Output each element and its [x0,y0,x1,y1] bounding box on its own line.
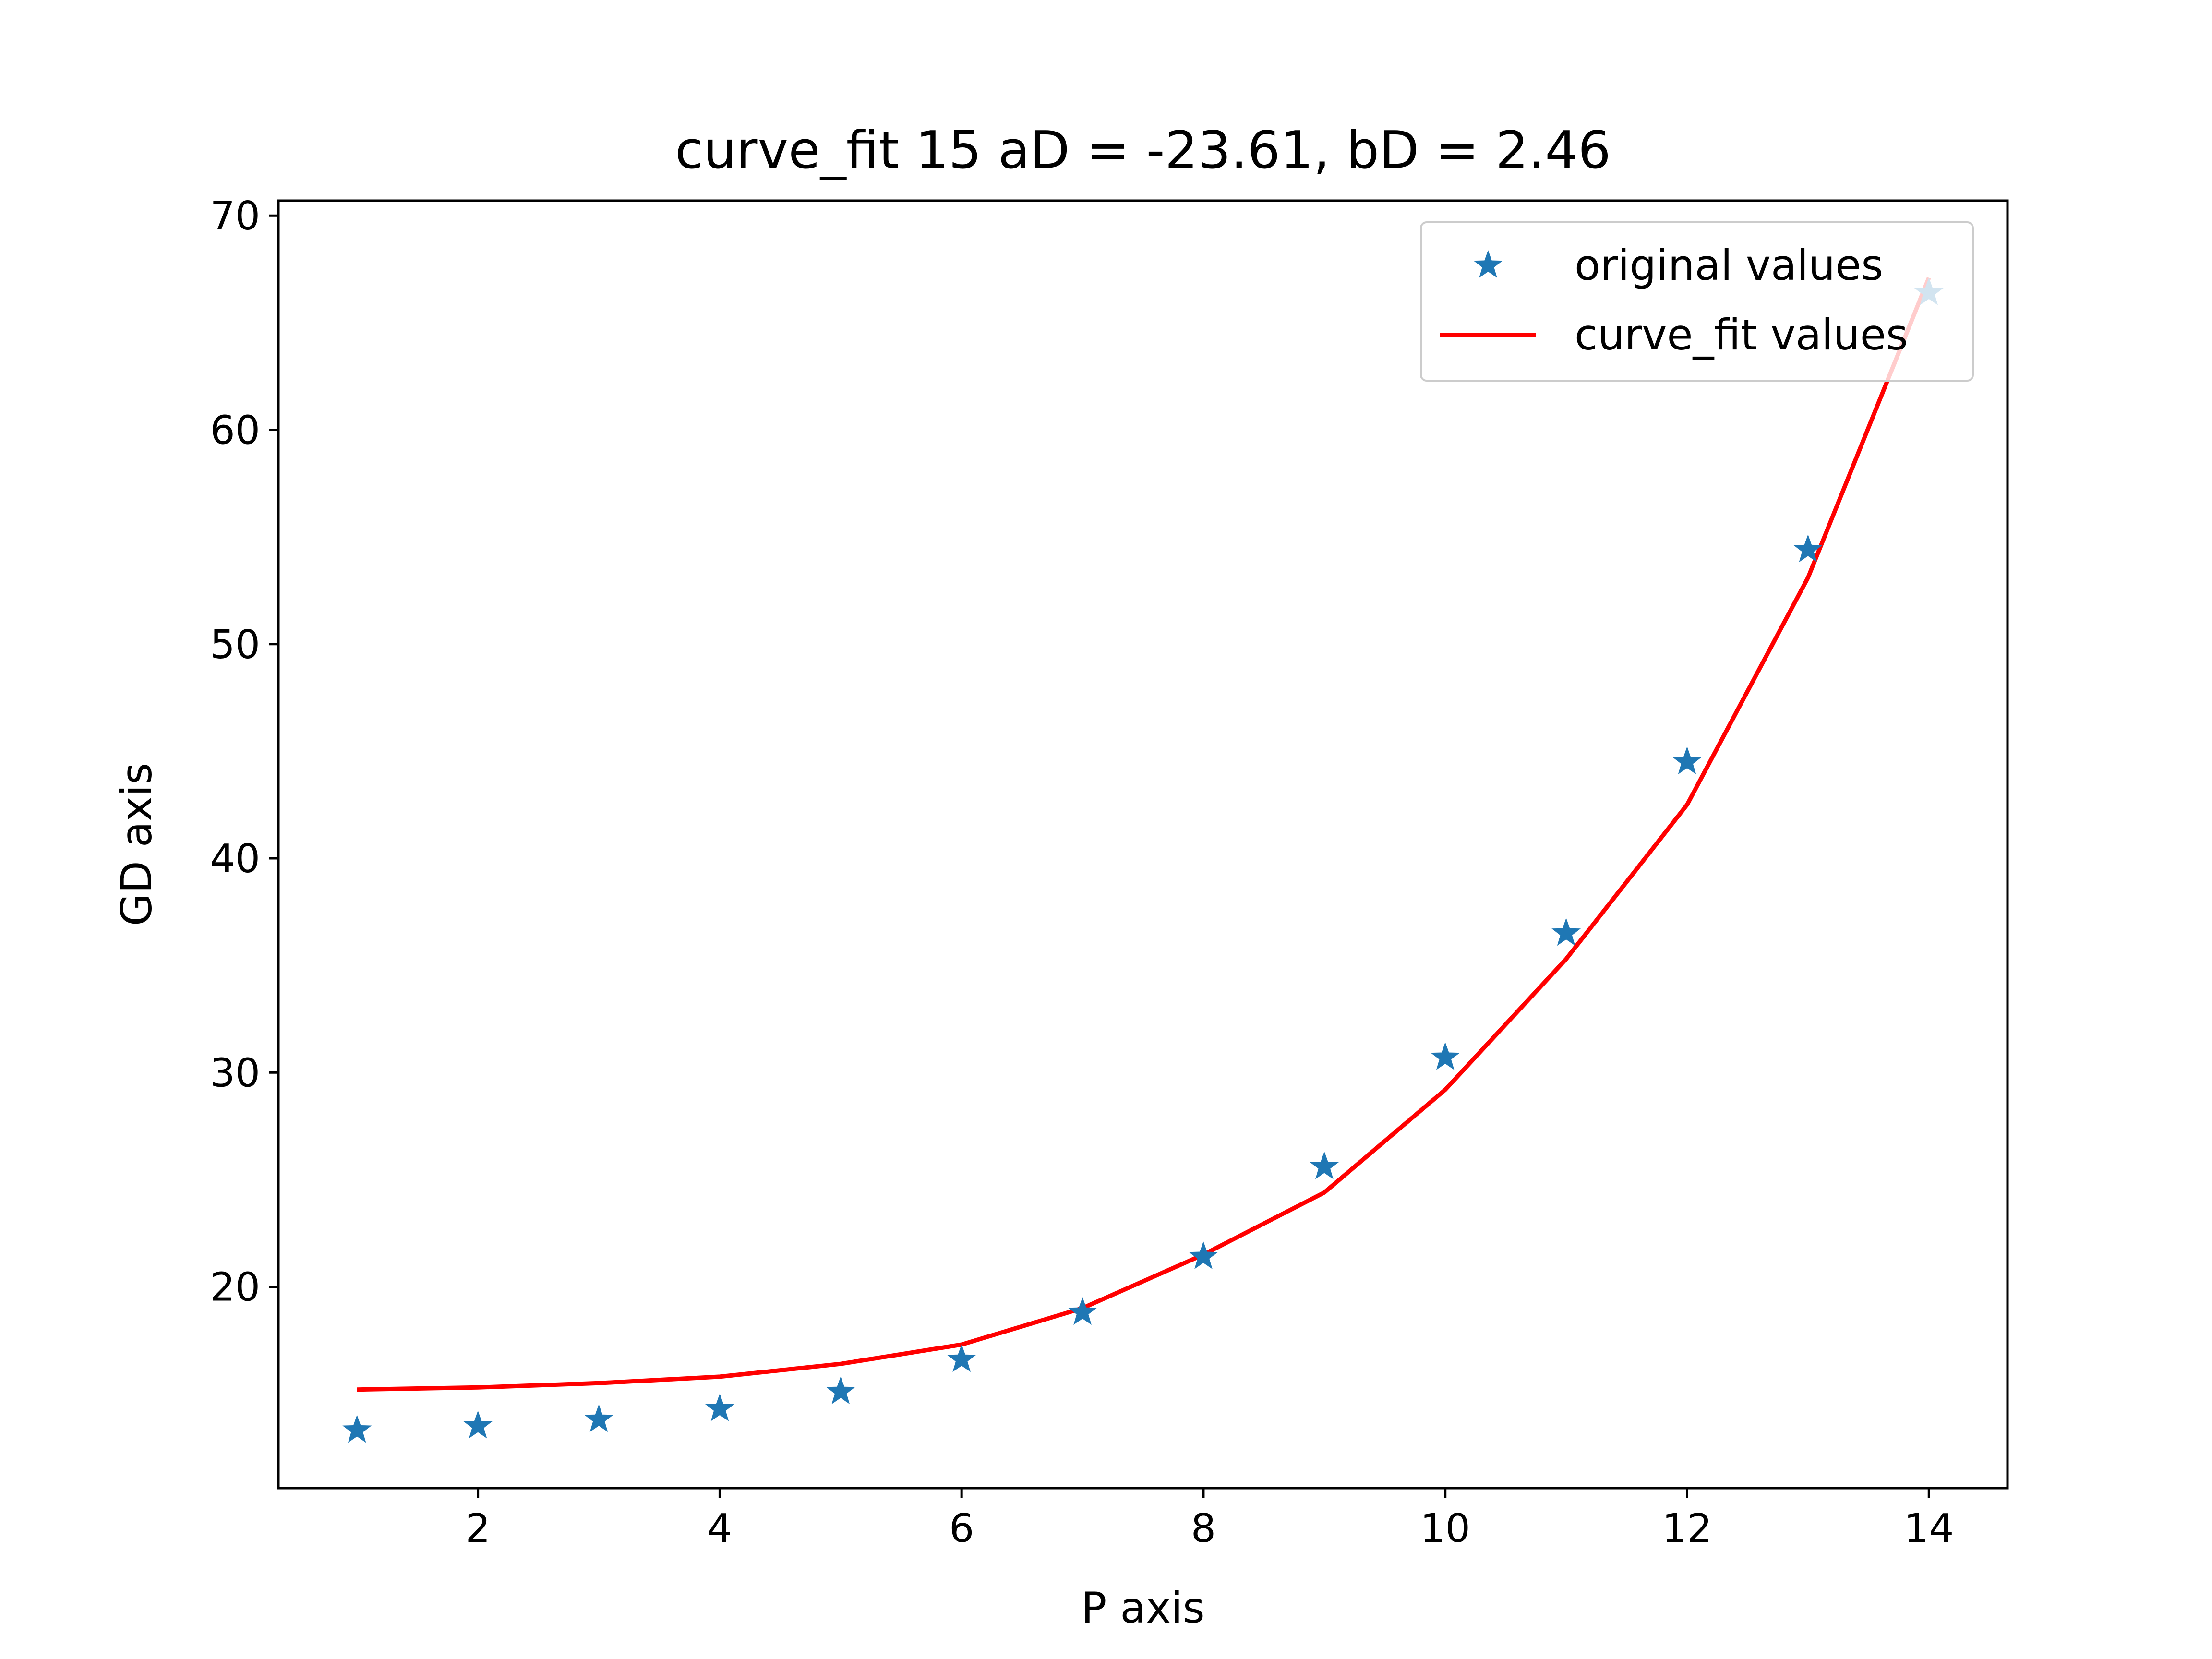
x-tick-label: 10 [1420,1506,1470,1551]
x-tick-label: 4 [707,1506,732,1551]
data-point [584,1404,613,1432]
data-point [705,1393,734,1421]
legend-label: curve_fit values [1575,310,1908,360]
y-tick-label: 30 [210,1050,260,1096]
data-point [1068,1297,1097,1325]
legend: original values curve_fit values [1420,221,1974,382]
data-point [1431,1042,1460,1070]
y-axis-label: GD axis [112,763,161,926]
y-axis-ticks: 20 30 40 50 60 70 [210,193,278,1310]
legend-marker-star [1473,250,1503,278]
y-tick-label: 70 [210,193,260,239]
y-tick-label: 40 [210,836,260,882]
legend-items: original values curve_fit values [1440,240,1908,360]
data-point [1310,1151,1339,1179]
legend-label: original values [1575,240,1883,290]
data-point [342,1415,372,1443]
curve-fit-line [357,277,1931,1392]
x-tick-label: 12 [1662,1506,1712,1551]
x-tick-label: 8 [1191,1506,1216,1551]
chart-title: curve_fit 15 aD = -23.61, bD = 2.46 [675,120,1611,180]
x-axis-ticks: 2 4 6 8 10 12 14 [466,1488,1954,1551]
data-point [1672,746,1702,775]
data-point [1189,1241,1218,1269]
x-tick-label: 6 [949,1506,974,1551]
legend-box [1420,221,1974,382]
axes-frame [277,199,2009,1490]
x-axis-label: P axis [1081,1583,1204,1633]
x-tick-label: 14 [1904,1506,1954,1551]
y-tick-label: 20 [210,1265,260,1310]
data-point [826,1376,855,1405]
x-tick-label: 2 [466,1506,491,1551]
y-tick-label: 60 [210,408,260,453]
y-tick-label: 50 [210,622,260,668]
data-point [463,1410,493,1439]
data-point [1793,534,1823,563]
data-point [1551,918,1581,946]
data-point [947,1344,976,1372]
